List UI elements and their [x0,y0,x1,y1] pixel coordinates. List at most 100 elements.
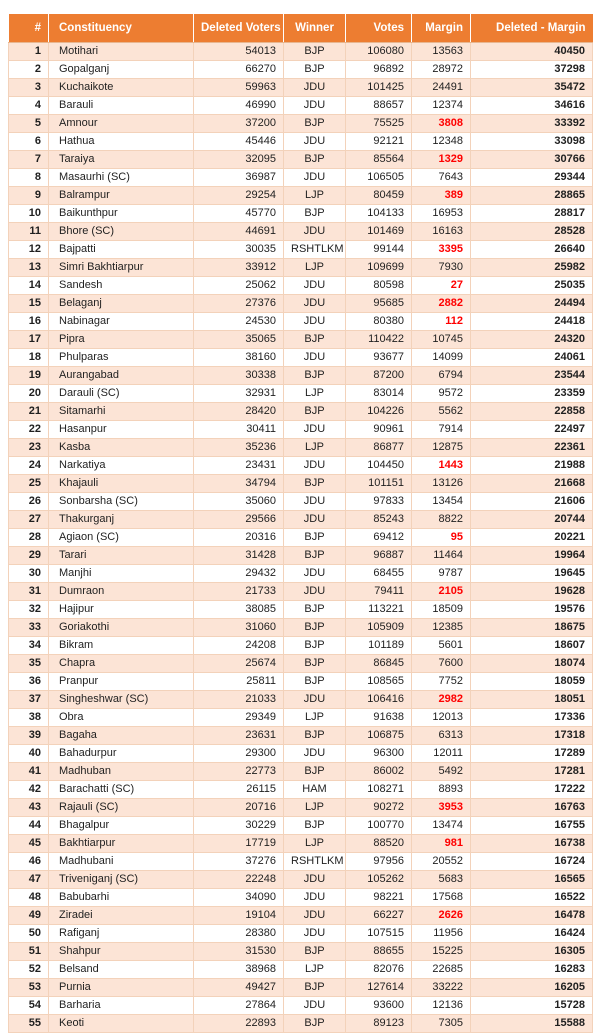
cell-margin: 5601 [411,636,471,655]
table-row: 21 Sitamarhi 28420 BJP 104226 5562 22858 [8,402,593,421]
cell-margin: 2626 [411,906,471,925]
cell-diff: 16283 [470,960,593,979]
table-row: 5 Amnour 37200 BJP 75525 3808 33392 [8,114,593,133]
cell-deleted: 46990 [193,96,284,115]
cell-rank: 31 [8,582,49,601]
cell-rank: 50 [8,924,49,943]
cell-votes: 69412 [345,528,412,547]
cell-winner: JDU [283,420,346,439]
cell-deleted: 21033 [193,690,284,709]
cell-deleted: 24530 [193,312,284,331]
cell-margin: 112 [411,312,471,331]
table-row: 2 Gopalganj 66270 BJP 96892 28972 37298 [8,60,593,79]
cell-votes: 86845 [345,654,412,673]
cell-deleted: 32931 [193,384,284,403]
cell-deleted: 31060 [193,618,284,637]
table-row: 30 Manjhi 29432 JDU 68455 9787 19645 [8,564,593,583]
cell-constituency: Pranpur [48,672,194,691]
cell-winner: RSHTLKM [283,852,346,871]
cell-winner: JDU [283,744,346,763]
cell-rank: 22 [8,420,49,439]
cell-diff: 22858 [470,402,593,421]
cell-diff: 24061 [470,348,593,367]
cell-margin: 12011 [411,744,471,763]
cell-deleted: 45770 [193,204,284,223]
cell-margin: 12385 [411,618,471,637]
cell-winner: BJP [283,654,346,673]
cell-diff: 21606 [470,492,593,511]
cell-winner: JDU [283,510,346,529]
cell-constituency: Madhuban [48,762,194,781]
cell-votes: 90961 [345,420,412,439]
cell-diff: 21668 [470,474,593,493]
table-row: 32 Hajipur 38085 BJP 113221 18509 19576 [8,600,593,619]
cell-winner: JDU [283,78,346,97]
table-row: 42 Barachatti (SC) 26115 HAM 108271 8893 17222 [8,780,593,799]
cell-winner: JDU [283,492,346,511]
cell-votes: 96300 [345,744,412,763]
cell-diff: 26640 [470,240,593,259]
cell-votes: 99144 [345,240,412,259]
cell-constituency: Rajauli (SC) [48,798,194,817]
cell-winner: BJP [283,330,346,349]
table-row: 13 Simri Bakhtiarpur 33912 LJP 109699 7930 259… [8,258,593,277]
cell-diff: 20221 [470,528,593,547]
cell-deleted: 23431 [193,456,284,475]
table-row: 41 Madhuban 22773 BJP 86002 5492 17281 [8,762,593,781]
cell-rank: 12 [8,240,49,259]
cell-deleted: 23631 [193,726,284,745]
cell-deleted: 34090 [193,888,284,907]
cell-margin: 9572 [411,384,471,403]
column-header-deleted: Deleted Voters [193,14,284,43]
cell-votes: 86002 [345,762,412,781]
cell-winner: JDU [283,870,346,889]
cell-deleted: 31428 [193,546,284,565]
cell-deleted: 29254 [193,186,284,205]
cell-constituency: Madhubani [48,852,194,871]
cell-diff: 30766 [470,150,593,169]
cell-winner: JDU [283,690,346,709]
cell-rank: 33 [8,618,49,637]
column-header-constituency: Constituency [48,14,194,43]
cell-diff: 24494 [470,294,593,313]
cell-margin: 1443 [411,456,471,475]
cell-winner: BJP [283,150,346,169]
cell-rank: 17 [8,330,49,349]
cell-winner: JDU [283,924,346,943]
cell-winner: JDU [283,564,346,583]
cell-votes: 107515 [345,924,412,943]
cell-deleted: 29349 [193,708,284,727]
cell-votes: 66227 [345,906,412,925]
cell-diff: 35472 [470,78,593,97]
cell-diff: 16755 [470,816,593,835]
table-row: 8 Masaurhi (SC) 36987 JDU 106505 7643 29344 [8,168,593,187]
cell-diff: 23359 [470,384,593,403]
cell-deleted: 29566 [193,510,284,529]
cell-constituency: Babubarhi [48,888,194,907]
cell-votes: 108565 [345,672,412,691]
cell-rank: 14 [8,276,49,295]
cell-margin: 11956 [411,924,471,943]
table-row: 14 Sandesh 25062 JDU 80598 27 25035 [8,276,593,295]
cell-votes: 96887 [345,546,412,565]
cell-rank: 53 [8,978,49,997]
table-row: 36 Pranpur 25811 BJP 108565 7752 18059 [8,672,593,691]
cell-votes: 127614 [345,978,412,997]
cell-votes: 85564 [345,150,412,169]
cell-diff: 21988 [470,456,593,475]
cell-constituency: Baikunthpur [48,204,194,223]
cell-votes: 106416 [345,690,412,709]
cell-rank: 16 [8,312,49,331]
cell-deleted: 38085 [193,600,284,619]
cell-deleted: 20716 [193,798,284,817]
cell-deleted: 30229 [193,816,284,835]
cell-winner: JDU [283,456,346,475]
cell-margin: 8822 [411,510,471,529]
cell-margin: 13454 [411,492,471,511]
cell-rank: 35 [8,654,49,673]
cell-constituency: Balrampur [48,186,194,205]
cell-rank: 6 [8,132,49,151]
cell-deleted: 30338 [193,366,284,385]
cell-votes: 80598 [345,276,412,295]
cell-constituency: Purnia [48,978,194,997]
